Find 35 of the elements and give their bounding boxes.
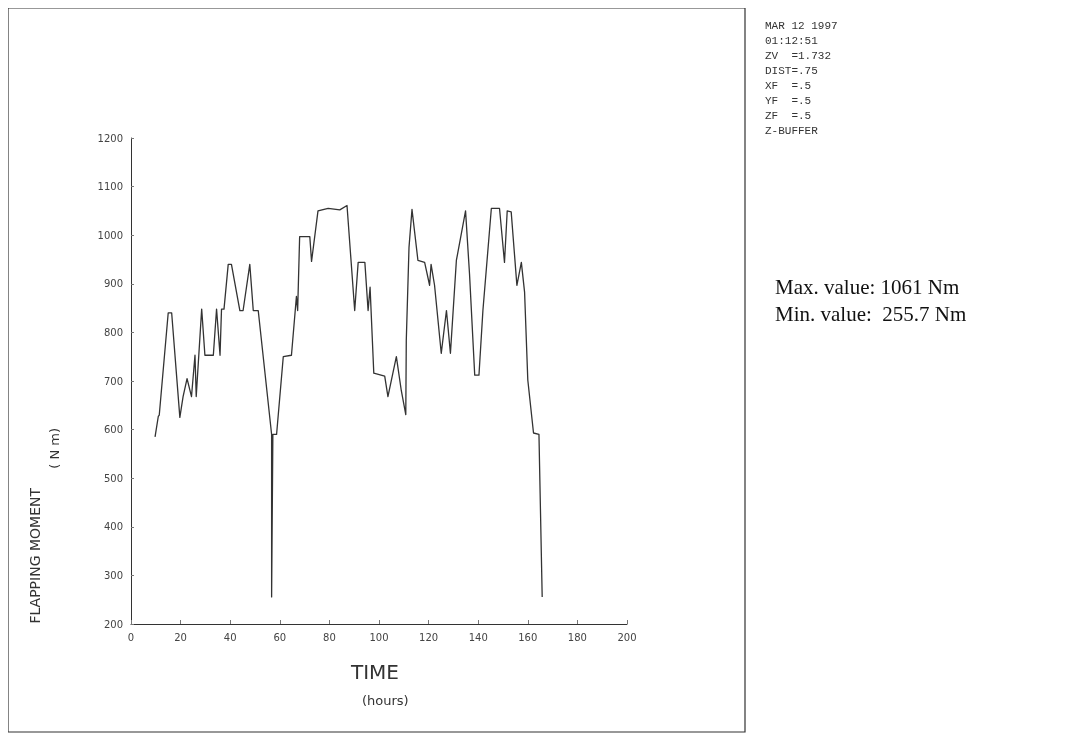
y-tick-label: 600 bbox=[103, 424, 123, 436]
x-tick-label: 180 bbox=[567, 631, 587, 643]
x-tick-label: 160 bbox=[518, 631, 538, 643]
x-tick-label: 20 bbox=[174, 631, 187, 643]
y-tick-label: 300 bbox=[103, 569, 123, 581]
text: Max. value: 1061 Nm bbox=[775, 274, 960, 299]
text: ZV =1.732 bbox=[765, 49, 832, 62]
y-tick-label: 500 bbox=[103, 472, 123, 484]
x-tick-label: 40 bbox=[223, 631, 237, 643]
x-tick-label: 120 bbox=[419, 631, 439, 643]
x-tick-label: 200 bbox=[617, 631, 637, 643]
x-tick-label: 60 bbox=[273, 631, 287, 643]
y-tick-label: 1200 bbox=[97, 132, 123, 144]
y-tick-label: 200 bbox=[103, 618, 123, 630]
line-series bbox=[154, 204, 543, 598]
x-tick-label: 0 bbox=[127, 631, 135, 643]
text: YF =.5 bbox=[765, 94, 812, 107]
x-tick-label: 80 bbox=[323, 631, 336, 643]
text: Min. value: 255.7 Nm bbox=[775, 301, 967, 326]
text: MAR 12 1997 bbox=[765, 19, 838, 32]
text: DIST=.75 bbox=[765, 64, 818, 77]
text: 01:12:51 bbox=[765, 34, 819, 47]
x-tick-label: 100 bbox=[369, 631, 389, 643]
text: Z-BUFFER bbox=[765, 124, 819, 137]
y-tick-label: 700 bbox=[103, 375, 123, 387]
y-tick-label: 400 bbox=[103, 521, 123, 533]
text: XF =.5 bbox=[765, 79, 812, 92]
x-axis-title: TIME (hours) bbox=[350, 660, 409, 708]
y-tick-label: 1100 bbox=[97, 181, 123, 193]
text: ZF =.5 bbox=[765, 109, 812, 122]
y-tick-label: 1000 bbox=[97, 229, 123, 241]
x-tick-label: 140 bbox=[468, 631, 488, 643]
y-tick-label: 900 bbox=[103, 278, 123, 290]
y-tick-label: 800 bbox=[103, 326, 123, 338]
text: FLAPPING MOMENT ( N m) bbox=[27, 428, 62, 624]
